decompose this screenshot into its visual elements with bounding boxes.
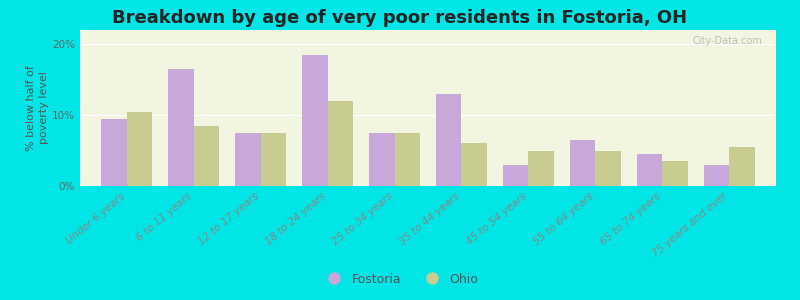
Bar (369, 133, 394, 186)
Bar (194, 126, 219, 186)
Bar (127, 112, 152, 186)
Y-axis label: % below half of
poverty level: % below half of poverty level (26, 65, 50, 151)
Bar (528, 151, 554, 186)
Text: City-Data.com: City-Data.com (692, 36, 762, 46)
Bar (729, 147, 754, 186)
Bar (662, 161, 688, 186)
Bar (704, 165, 729, 186)
Bar (261, 133, 286, 186)
Bar (503, 165, 528, 186)
Bar (436, 94, 462, 186)
Legend: Fostoria, Ohio: Fostoria, Ohio (316, 268, 484, 291)
Bar (235, 133, 261, 186)
Bar (102, 118, 127, 186)
Bar (302, 55, 328, 186)
Bar (570, 140, 595, 186)
Bar (328, 101, 353, 186)
Bar (637, 154, 662, 186)
Bar (394, 133, 420, 186)
Bar (168, 69, 194, 186)
Bar (595, 151, 621, 186)
Text: Breakdown by age of very poor residents in Fostoria, OH: Breakdown by age of very poor residents … (113, 9, 687, 27)
Bar (462, 143, 487, 186)
